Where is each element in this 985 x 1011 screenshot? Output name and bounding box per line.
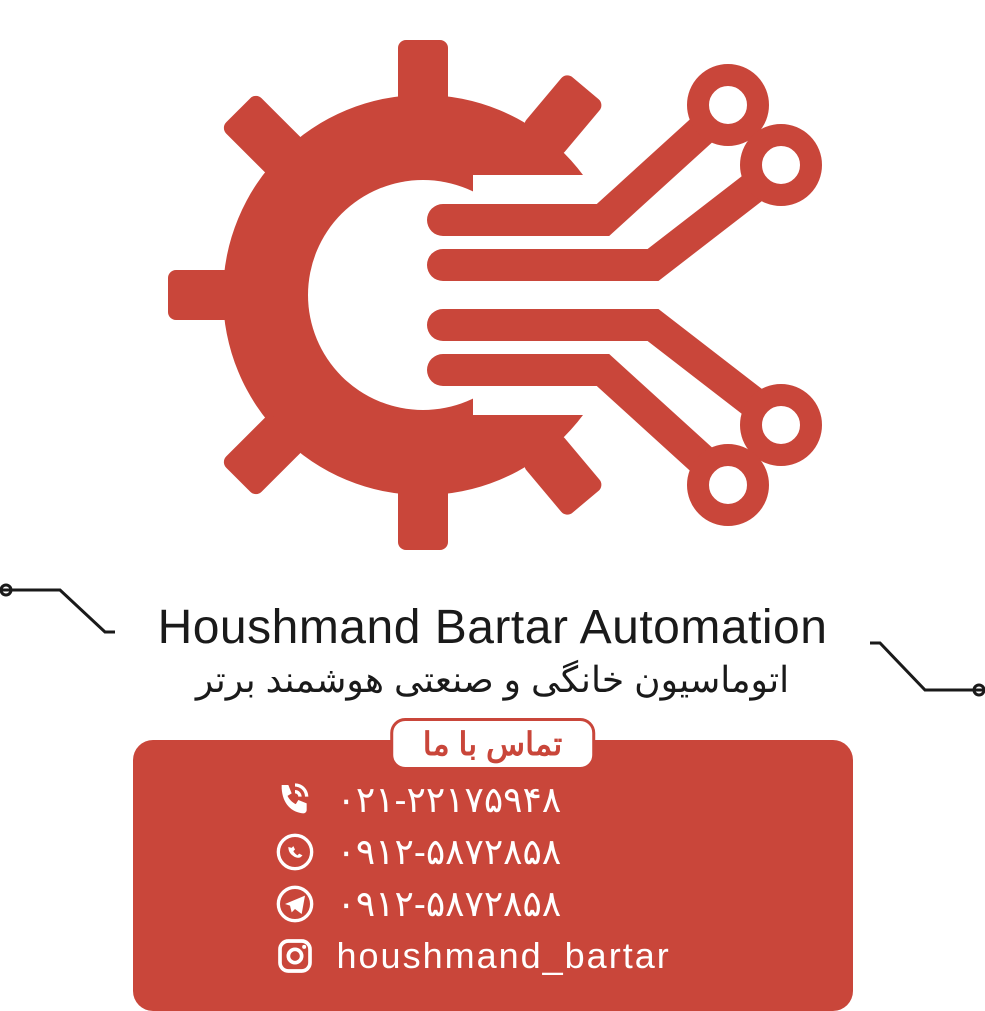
phone-number: ۰۲۱-۲۲۱۷۵۹۴۸: [337, 779, 562, 821]
telegram-number: ۰۹۱۲-۵۸۷۲۸۵۸: [337, 883, 562, 925]
title-section: Houshmand Bartar Automation اتوماسیون خا…: [0, 600, 985, 701]
title-persian: اتوماسیون خانگی و صنعتی هوشمند برتر: [0, 659, 985, 701]
instagram-icon: [273, 934, 317, 978]
telegram-icon: [273, 882, 317, 926]
contact-row-phone: ۰۲۱-۲۲۱۷۵۹۴۸: [173, 778, 813, 822]
title-english: Houshmand Bartar Automation: [0, 600, 985, 655]
whatsapp-number: ۰۹۱۲-۵۸۷۲۸۵۸: [337, 831, 562, 873]
brand-logo: [143, 20, 843, 570]
contact-row-whatsapp: ۰۹۱۲-۵۸۷۲۸۵۸: [173, 830, 813, 874]
instagram-handle: houshmand_bartar: [337, 935, 671, 977]
contact-box: تماس با ما ۰۲۱-۲۲۱۷۵۹۴۸ ۰۹۱۲-۵۸۷۲۸۵۸ ۰۹۱…: [133, 740, 853, 1011]
whatsapp-icon: [273, 830, 317, 874]
contact-row-telegram: ۰۹۱۲-۵۸۷۲۸۵۸: [173, 882, 813, 926]
phone-icon: [273, 778, 317, 822]
contact-row-instagram: houshmand_bartar: [173, 934, 813, 978]
contact-badge: تماس با ما: [390, 718, 596, 770]
